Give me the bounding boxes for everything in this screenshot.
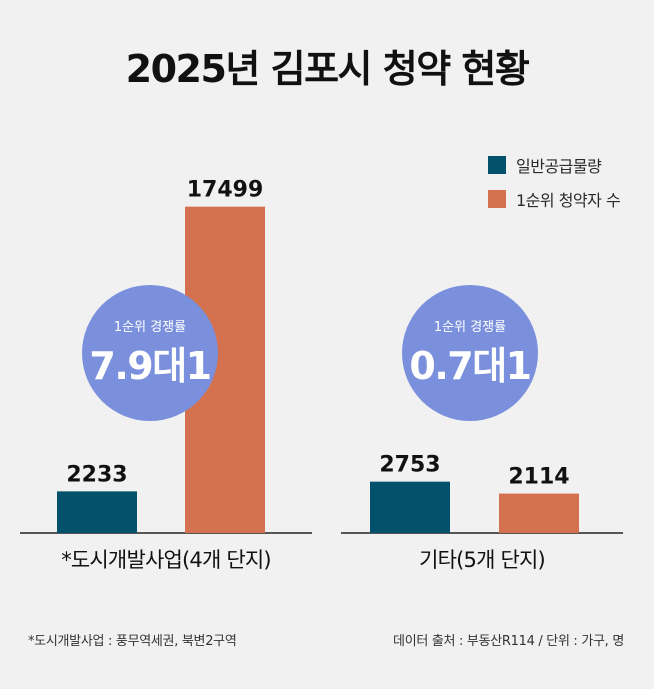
legend-swatch-applicants (488, 190, 506, 208)
category-label: 기타(5개 단지) (419, 548, 545, 572)
chart-title: 2025년 김포시 청약 현황 (125, 47, 530, 91)
ratio-label: 1순위 경쟁률 (434, 320, 506, 335)
footnote-left: *도시개발사업 : 풍무역세권, 북변2구역 (28, 634, 237, 649)
legend-label-supply: 일반공급물량 (516, 157, 602, 176)
data-label-supply: 2753 (379, 453, 440, 478)
bar-applicants (499, 493, 579, 533)
bar-supply (57, 491, 137, 533)
ratio-bubble (82, 285, 218, 421)
legend-label-applicants: 1순위 청약자 수 (516, 191, 621, 210)
ratio-value: 7.9대1 (89, 344, 210, 388)
category-label: *도시개발사업(4개 단지) (61, 548, 271, 572)
data-label-supply: 2233 (66, 462, 127, 487)
bar-supply (370, 481, 450, 533)
legend-item-supply: 일반공급물량 (488, 153, 620, 177)
ratio-label: 1순위 경쟁률 (114, 320, 186, 335)
data-label-applicants: 17499 (187, 178, 264, 203)
legend-swatch-supply (488, 156, 506, 174)
legend-item-applicants: 1순위 청약자 수 (488, 187, 621, 211)
data-label-applicants: 2114 (508, 465, 569, 490)
legend: 일반공급물량 1순위 청약자 수 (488, 153, 621, 221)
ratio-value: 0.7대1 (409, 344, 530, 388)
ratio-bubble (402, 285, 538, 421)
footnote-source: 데이터 출처 : 부동산R114 / 단위 : 가구, 명 (393, 634, 624, 649)
